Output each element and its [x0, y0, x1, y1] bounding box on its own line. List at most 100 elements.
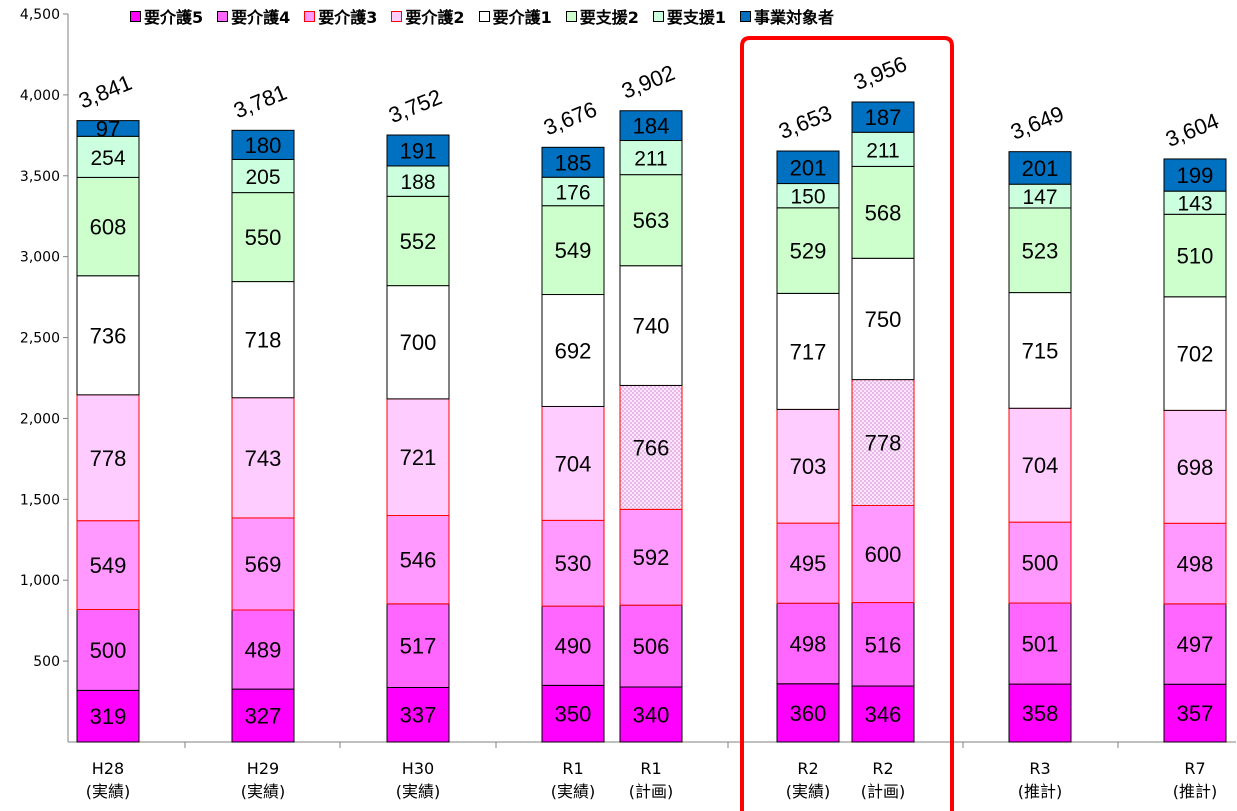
bar-segment — [386, 165, 450, 197]
x-tick-label: R1 — [562, 759, 583, 778]
bar-segment — [76, 120, 140, 137]
total-label: 3,676 — [540, 96, 600, 140]
data-label: 702 — [1177, 342, 1214, 367]
bar-segment — [541, 205, 605, 296]
data-label: 552 — [400, 229, 437, 254]
bar-segment — [231, 158, 295, 194]
data-label: 357 — [1177, 701, 1214, 726]
x-tick-label: (実績) — [241, 782, 286, 801]
data-label: 698 — [1177, 455, 1214, 480]
data-label: 211 — [634, 148, 667, 171]
bar-segment — [619, 140, 683, 176]
data-label: 750 — [865, 307, 902, 332]
y-tick-label: 2,000 — [20, 411, 60, 427]
y-tick-label: 3,000 — [20, 250, 60, 266]
bar-segment — [1163, 409, 1227, 524]
legend-item: 要介護4 — [217, 4, 290, 28]
x-tick-label: R3 — [1029, 759, 1050, 778]
x-tick-label: (実績) — [396, 782, 441, 801]
y-tick-label: 1,500 — [20, 492, 60, 508]
legend-label: 要介護3 — [318, 8, 378, 27]
bar-segment — [386, 134, 450, 167]
bar-segment — [231, 129, 295, 160]
bar-segment — [231, 609, 295, 690]
bar-segment — [1008, 602, 1072, 685]
bar-segment — [619, 508, 683, 606]
bar-segment — [386, 603, 450, 688]
data-label: 191 — [400, 138, 437, 163]
chart-legend: 要介護5 要介護4 要介護3 要介護2 要介護1 要支援2 要支援1 事業対象者 — [130, 4, 834, 28]
legend-swatch — [652, 10, 664, 22]
data-label: 495 — [790, 551, 827, 576]
bar-segment — [76, 135, 140, 178]
data-label: 346 — [865, 702, 902, 727]
data-label: 489 — [245, 638, 282, 663]
bar-segment — [851, 101, 915, 133]
bar-segment — [619, 604, 683, 688]
data-label: 490 — [555, 634, 592, 659]
data-label: 350 — [555, 702, 592, 727]
total-label: 3,841 — [75, 70, 135, 114]
bar-segment — [76, 275, 140, 396]
data-label: 147 — [1022, 186, 1057, 209]
data-label: 498 — [790, 631, 827, 656]
x-tick-label: R2 — [872, 759, 893, 778]
legend-label: 要支援2 — [579, 8, 639, 27]
data-label: 766 — [633, 435, 670, 460]
data-label: 529 — [790, 239, 827, 264]
data-label: 516 — [865, 632, 902, 657]
x-tick-label: H30 — [402, 759, 434, 778]
y-tick-label: 1,000 — [20, 573, 60, 589]
legend-label: 要支援1 — [666, 8, 726, 27]
legend-item: 要介護1 — [478, 4, 552, 28]
legend-label: 要介護2 — [405, 8, 465, 27]
bar-segment — [776, 683, 840, 743]
data-label: 717 — [790, 339, 827, 364]
data-label: 201 — [1022, 156, 1059, 181]
bar-segment — [386, 195, 450, 287]
total-label: 3,604 — [1162, 108, 1222, 152]
y-tick-label: 4,500 — [20, 7, 60, 23]
bar-segment — [1008, 292, 1072, 409]
data-label: 358 — [1022, 701, 1059, 726]
bar-segment — [76, 689, 140, 743]
total-label: 3,956 — [850, 51, 910, 95]
data-label: 500 — [1022, 551, 1059, 576]
data-label: 327 — [245, 704, 282, 729]
data-label: 530 — [555, 551, 592, 576]
y-tick-label: 500 — [33, 654, 60, 670]
data-label: 201 — [790, 155, 827, 180]
bar-segment — [851, 685, 915, 743]
legend-item: 要支援1 — [652, 4, 726, 28]
data-label: 510 — [1177, 244, 1214, 269]
x-tick-label: H29 — [247, 759, 279, 778]
legend-swatch — [130, 10, 141, 22]
bar-segment — [231, 688, 295, 743]
x-tick-label: R7 — [1184, 759, 1205, 778]
bar-segment — [619, 110, 683, 142]
bar-segment — [776, 150, 840, 185]
data-label: 254 — [90, 147, 125, 170]
bar-segment — [851, 131, 915, 167]
bar-segment — [1163, 522, 1227, 605]
data-label: 569 — [245, 552, 282, 577]
bar-segment — [541, 176, 605, 207]
bar-segment — [231, 192, 295, 283]
x-tick-label: R2 — [797, 759, 818, 778]
bar-segment — [776, 602, 840, 685]
data-label: 337 — [400, 703, 437, 728]
data-label: 721 — [400, 445, 437, 470]
bar-segment — [541, 294, 605, 407]
data-label: 715 — [1022, 338, 1059, 363]
bar-segment — [541, 519, 605, 607]
bar-segment — [1008, 151, 1072, 185]
bar-segment — [1163, 603, 1227, 685]
data-label: 205 — [245, 166, 280, 189]
bar-segment — [851, 257, 915, 381]
bar-segment — [776, 207, 840, 294]
bar-segment — [851, 504, 915, 604]
data-label: 600 — [865, 542, 902, 567]
data-label: 500 — [90, 638, 127, 663]
data-label: 180 — [245, 133, 282, 158]
